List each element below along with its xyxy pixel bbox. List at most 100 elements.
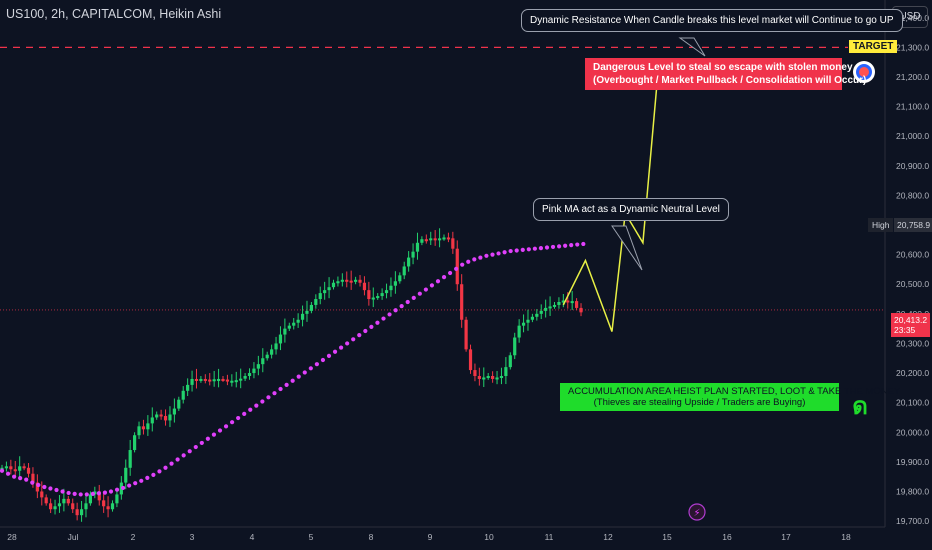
candle-body (491, 376, 495, 379)
candle-body (318, 293, 322, 300)
ma-dot (266, 395, 271, 400)
candle-body (508, 355, 512, 368)
danger-line2: (Overbought / Market Pullback / Consolid… (593, 75, 867, 86)
ma-dot (199, 440, 204, 446)
ma-dot (405, 299, 410, 305)
candle-body (186, 384, 190, 391)
ma-dot (175, 457, 180, 462)
candle-body (159, 414, 163, 417)
candle-body (477, 376, 481, 379)
candle-body (437, 238, 442, 241)
x-tick-label: 11 (545, 532, 554, 542)
candle-body (216, 378, 221, 381)
candle-body (468, 349, 473, 371)
x-tick-label: 4 (250, 532, 255, 542)
ma-dot (217, 428, 223, 433)
candle-body (234, 380, 238, 383)
ma-dot (441, 275, 447, 280)
candle-body (407, 257, 411, 267)
candle-body (261, 358, 265, 365)
candle-body (274, 343, 278, 350)
candle-body (530, 316, 534, 320)
candle-body (460, 284, 464, 320)
accumulation-callout: ACCUMULATION AREA HEIST PLAN STARTED, LO… (560, 383, 900, 411)
candle-body (345, 279, 349, 282)
candle-body (199, 378, 203, 381)
candle-body (548, 306, 552, 309)
ma-dot (114, 487, 120, 492)
candle-body (309, 304, 313, 311)
ma-dot (260, 399, 265, 404)
candle-body (172, 408, 176, 415)
candle-body (93, 491, 97, 495)
candle-body (287, 325, 291, 329)
candle-body (314, 299, 318, 305)
x-tick-label: Jul (68, 532, 79, 542)
ma-dot (345, 341, 350, 346)
accum-line2: (Thieves are stealing Upside / Traders a… (593, 397, 806, 408)
candle-body (22, 466, 26, 469)
ma-dot (0, 468, 5, 473)
candle-body (252, 368, 256, 374)
ma-dot (108, 489, 114, 494)
candle-body (75, 509, 79, 516)
y-tick-label: 19,800.0 (896, 486, 929, 496)
candle-body (18, 466, 22, 471)
ma-dot (96, 491, 101, 496)
danger-callout: Dangerous Level to steal so escape with … (585, 58, 867, 90)
x-tick-label: 10 (484, 532, 494, 542)
ma-dot (151, 472, 156, 477)
candle-body (451, 238, 455, 249)
ma-dot (284, 382, 289, 387)
ma-dot (556, 244, 562, 249)
ma-dot (496, 251, 501, 256)
candle-body (402, 266, 406, 276)
ma-dot (575, 242, 580, 247)
ma-dot (369, 324, 374, 329)
candle-body (349, 280, 353, 283)
ma-dot (550, 244, 556, 250)
resistance-pointer (678, 37, 706, 57)
ma-dot (417, 291, 422, 296)
ma-dot (332, 349, 338, 354)
candle-body (411, 251, 415, 258)
ma-dot (30, 480, 35, 485)
candle-body (517, 325, 521, 338)
ma-dot (569, 243, 574, 248)
candle-body (181, 390, 185, 400)
y-tick-label: 20,300.0 (896, 338, 929, 348)
ma-dot (526, 247, 531, 252)
candle-body (124, 467, 128, 483)
candle-body (137, 426, 141, 436)
candle-body (504, 367, 508, 377)
candle-body (278, 334, 283, 344)
ma-dot (308, 366, 313, 371)
candle-body (570, 301, 574, 304)
candle-body (420, 239, 424, 243)
x-tick-label: 12 (603, 532, 613, 542)
ma-dot (24, 477, 29, 482)
candle-body (499, 376, 504, 379)
candle-body (110, 503, 115, 510)
candle-body (371, 297, 375, 300)
ma-dot (472, 257, 477, 262)
ma-dot (484, 253, 489, 258)
candle-body (128, 450, 132, 468)
candle-body (305, 310, 309, 314)
candle-body (424, 239, 428, 242)
ma-dot (254, 403, 259, 408)
candle-body (155, 414, 159, 418)
candle-body (40, 491, 44, 498)
candle-body (389, 285, 393, 291)
ma-dot (435, 279, 441, 284)
ma-dot (242, 411, 247, 417)
y-tick-label: 21,100.0 (896, 102, 929, 112)
candle-body (358, 279, 362, 283)
candle-body (296, 319, 300, 323)
ma-dot (278, 386, 283, 392)
ma-dot (187, 449, 192, 454)
candle-body (208, 379, 212, 382)
candle-body (133, 435, 137, 451)
